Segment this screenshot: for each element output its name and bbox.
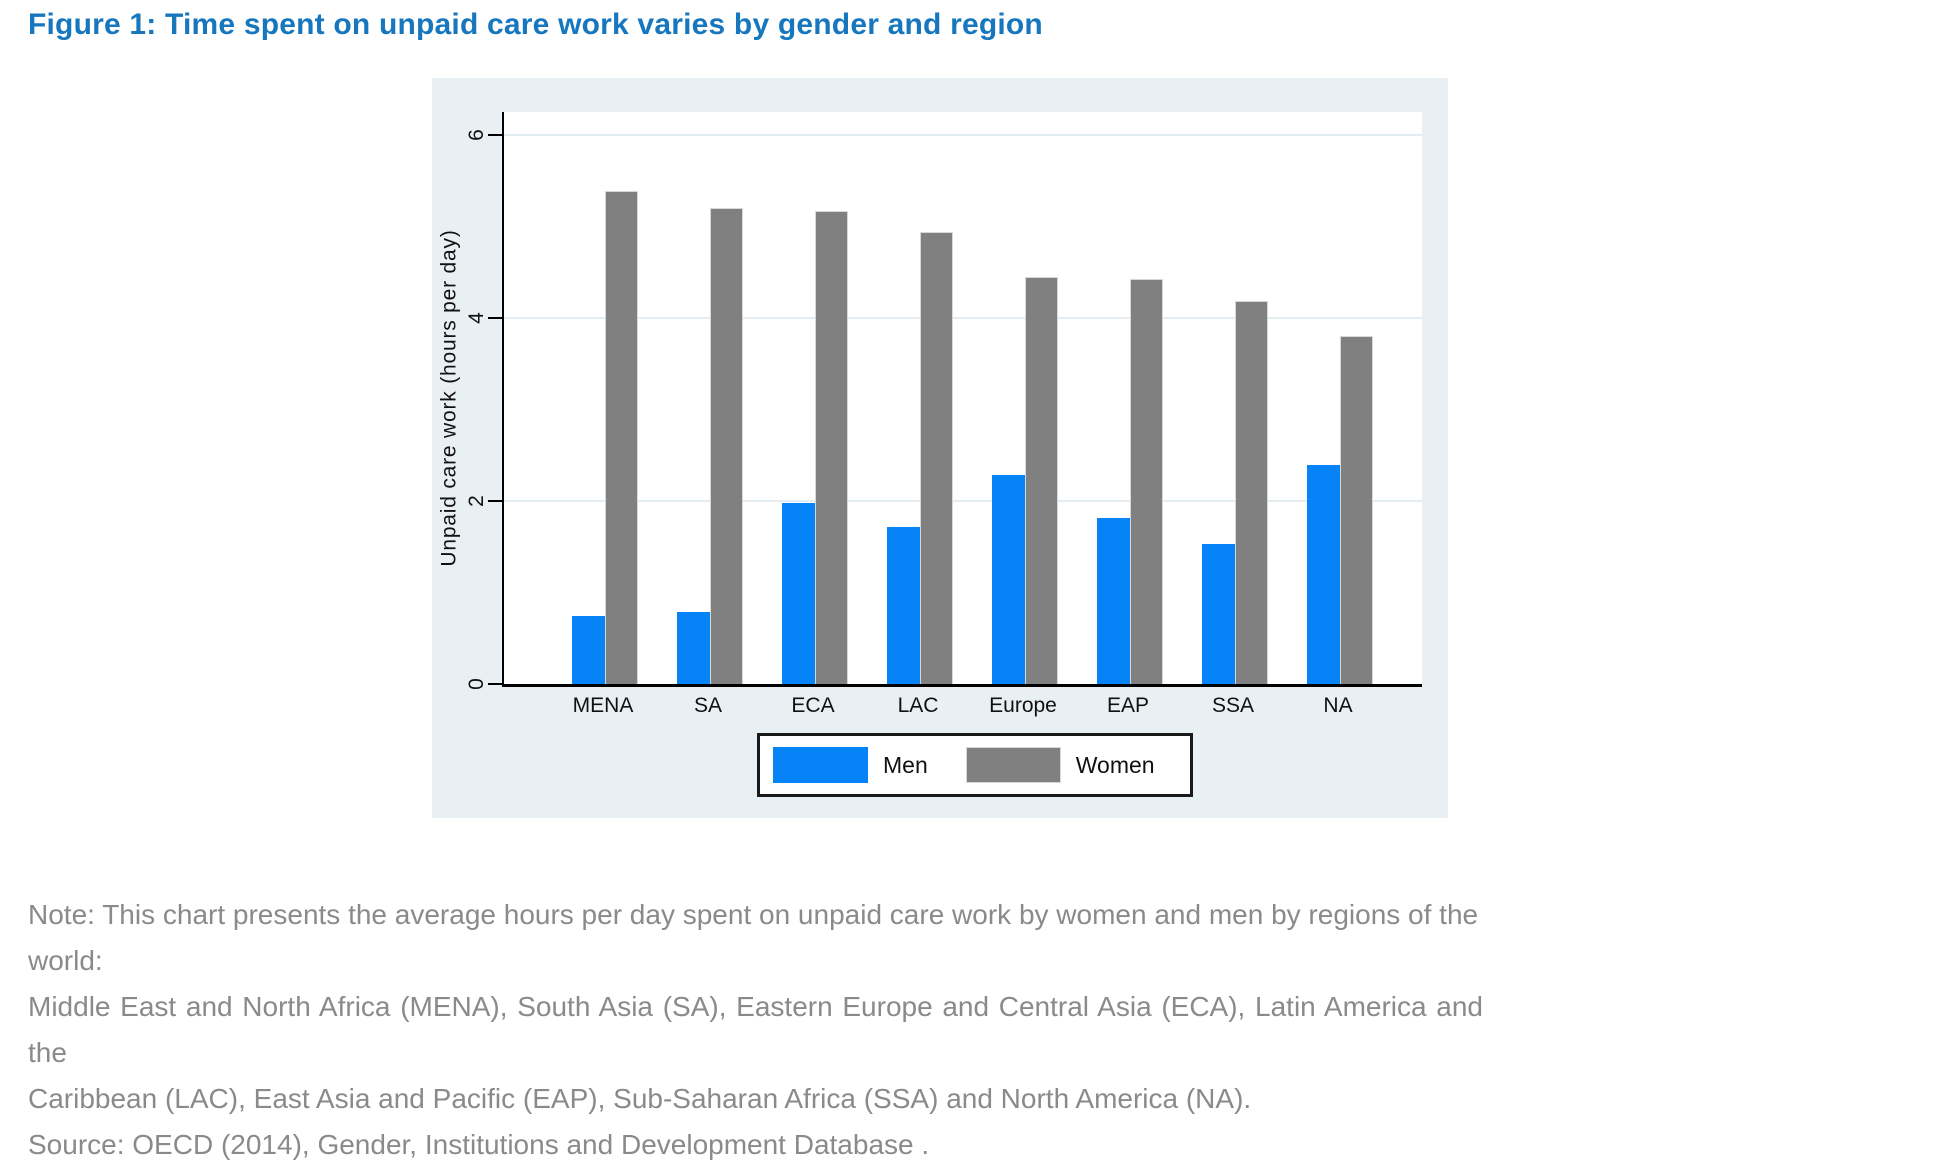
chart-panel: Unpaid care work (hours per day) Men Wom… (432, 78, 1448, 818)
note-line-1: Note: This chart presents the average ho… (28, 899, 1479, 976)
bar-women-SA (710, 208, 743, 684)
note-source-line: Source: OECD (2014), Gender, Institution… (28, 1129, 930, 1160)
bar-women-LAC (920, 231, 953, 684)
legend-label-men: Men (883, 751, 928, 778)
bar-women-Europe (1025, 276, 1058, 684)
y-tick-label-0: 0 (465, 678, 488, 690)
figure-page: Figure 1: Time spent on unpaid care work… (28, 8, 1483, 1160)
bar-men-ECA (782, 502, 815, 684)
bar-women-SSA (1235, 301, 1268, 684)
bar-women-NA (1340, 336, 1373, 684)
legend-label-women: Women (1075, 751, 1155, 778)
bar-women-EAP (1130, 278, 1163, 684)
chart-legend: Men Women (757, 733, 1193, 797)
bar-men-SSA (1202, 543, 1235, 684)
x-category-label-EAP: EAP (1106, 694, 1150, 717)
figure-note: Note: This chart presents the average ho… (28, 892, 1483, 1168)
bar-men-SA (677, 611, 710, 684)
y-tick-label-6: 6 (465, 129, 488, 141)
x-category-label-LAC: LAC (897, 694, 939, 717)
legend-item-women: Women (965, 747, 1155, 783)
x-category-label-MENA: MENA (572, 694, 634, 717)
y-tickmark-4 (488, 316, 502, 319)
note-line-3: Caribbean (LAC), East Asia and Pacific (… (28, 1083, 1252, 1114)
legend-swatch-men (773, 747, 868, 783)
gridline-y6 (504, 133, 1422, 136)
bar-men-EAP (1097, 518, 1130, 684)
gridline-y2 (504, 499, 1422, 502)
y-tickmark-6 (488, 133, 502, 136)
y-axis-title: Unpaid care work (hours per day) (438, 229, 461, 567)
x-category-label-SSA: SSA (1211, 694, 1255, 717)
bar-men-MENA (572, 616, 605, 684)
y-tickmark-2 (488, 499, 502, 502)
legend-item-men: Men (773, 747, 928, 783)
bar-women-MENA (605, 190, 638, 684)
legend-swatch-women (965, 747, 1061, 783)
x-category-label-Europe: Europe (989, 694, 1057, 717)
note-line-2: Middle East and North Africa (MENA), Sou… (28, 991, 1483, 1068)
y-tick-label-2: 2 (465, 495, 488, 507)
x-category-label-ECA: ECA (791, 694, 835, 717)
bar-women-ECA (815, 210, 848, 684)
gridline-y4 (504, 316, 1422, 319)
bar-men-NA (1307, 465, 1340, 684)
x-category-label-SA: SA (693, 694, 722, 717)
bar-men-LAC (887, 526, 920, 684)
y-tickmark-0 (488, 683, 502, 685)
y-tick-label-4: 4 (465, 312, 488, 324)
bar-men-Europe (992, 475, 1025, 684)
plot-area (502, 112, 1422, 687)
x-category-label-NA: NA (1323, 694, 1353, 717)
figure-title: Figure 1: Time spent on unpaid care work… (28, 8, 1043, 41)
